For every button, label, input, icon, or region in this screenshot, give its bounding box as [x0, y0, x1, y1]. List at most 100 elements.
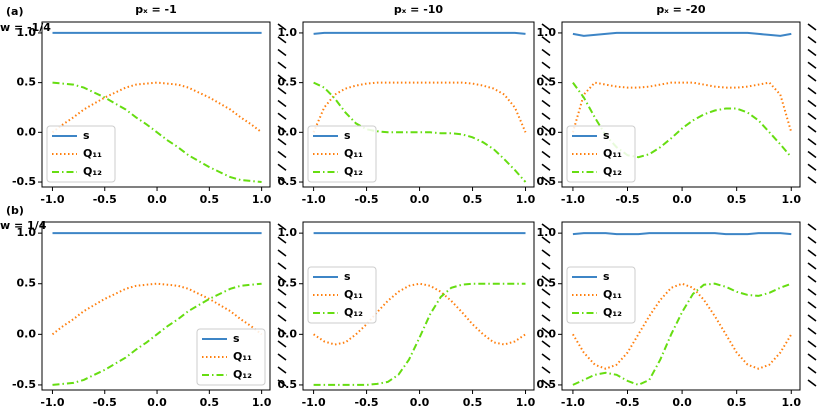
director-mark — [807, 163, 817, 171]
director-mark — [277, 36, 287, 44]
director-mark — [541, 150, 551, 159]
director-mark — [807, 48, 817, 57]
series-line — [313, 282, 526, 386]
x-tick-label: 1.0 — [782, 193, 802, 206]
y-tick-label: 1.0 — [278, 26, 298, 39]
director-mark — [807, 236, 817, 244]
x-tick-label: 0.0 — [410, 396, 430, 408]
x-tick-label: 1.0 — [252, 396, 272, 408]
y-tick-label: 0.0 — [537, 125, 557, 138]
axes-frame — [41, 221, 271, 391]
director-mark — [277, 23, 287, 31]
legend-label: Q₁₂ — [603, 165, 622, 178]
director-mark — [807, 301, 817, 309]
director-mark — [807, 249, 817, 257]
director-mark — [541, 74, 551, 82]
director-mark — [541, 301, 551, 309]
director-mark — [277, 223, 287, 231]
series-line — [572, 31, 792, 37]
legend-label: s — [344, 129, 351, 142]
director-mark — [277, 150, 287, 159]
legend-label: Q₁₁ — [233, 350, 252, 363]
legend-label: Q₁₁ — [344, 288, 363, 301]
director-mark — [541, 288, 551, 296]
director-mark — [541, 340, 551, 348]
director-mark — [807, 275, 817, 283]
legend-label: s — [603, 129, 610, 142]
director-mark — [277, 366, 287, 374]
legend-label: Q₁₁ — [603, 288, 622, 301]
director-mark — [541, 327, 551, 335]
x-tick-label: -0.5 — [355, 193, 379, 206]
legend-label: Q₁₂ — [344, 165, 363, 178]
director-mark — [277, 48, 287, 57]
y-tick-label: 0.0 — [17, 327, 37, 340]
director-mark — [541, 353, 551, 361]
series-line — [571, 81, 793, 133]
x-tick-label: -1.0 — [302, 193, 326, 206]
series-line — [313, 31, 526, 35]
director-mark — [541, 249, 551, 257]
series-line — [51, 81, 263, 134]
director-mark — [541, 275, 551, 283]
director-mark — [277, 236, 287, 244]
series-line — [572, 232, 792, 236]
y-tick-label: 0.5 — [537, 378, 557, 391]
x-tick-label: -0.5 — [615, 193, 639, 206]
director-mark — [277, 379, 287, 387]
x-tick-label: 0.5 — [727, 193, 747, 206]
x-tick-label: -0.5 — [615, 396, 639, 408]
legend-label: s — [233, 332, 240, 345]
legend-box — [307, 125, 377, 183]
director-mark — [277, 340, 287, 348]
axes-frame — [41, 21, 271, 188]
director-mark — [541, 112, 551, 120]
director-mark — [277, 314, 287, 322]
y-tick-label: 1.0 — [537, 26, 557, 39]
director-mark — [541, 138, 551, 146]
row-tag: (a) — [6, 5, 23, 18]
director-mark — [807, 125, 817, 133]
director-mark — [541, 23, 551, 31]
axes-frame — [302, 21, 535, 188]
series-line — [313, 81, 527, 183]
director-mark — [541, 163, 551, 171]
y-tick-label: 1.0 — [17, 226, 37, 239]
director-mark — [541, 61, 551, 69]
panel-title: pₓ = -20 — [656, 3, 706, 16]
director-mark — [541, 87, 551, 95]
director-mark — [807, 223, 817, 231]
panel-title: pₓ = -1 — [135, 3, 177, 16]
series-line — [52, 81, 262, 183]
legend-label: Q₁₂ — [344, 306, 363, 319]
x-tick-label: -1.0 — [40, 396, 64, 408]
row-label: w = -1/4 — [0, 21, 51, 34]
director-mark — [807, 87, 817, 95]
x-tick-label: 1.0 — [252, 193, 272, 206]
y-tick-label: 1.0 — [17, 26, 37, 39]
y-tick-label: 0.0 — [278, 327, 298, 340]
series-line — [52, 282, 262, 386]
director-mark — [277, 301, 287, 309]
x-tick-label: 0.5 — [200, 193, 220, 206]
x-tick-label: -1.0 — [561, 396, 585, 408]
director-mark — [541, 366, 551, 374]
x-tick-label: 0.0 — [147, 396, 167, 408]
director-mark — [541, 99, 551, 108]
director-mark — [807, 353, 817, 361]
director-mark — [277, 327, 287, 335]
director-mark — [807, 262, 817, 270]
director-mark — [541, 48, 551, 57]
director-mark — [277, 125, 287, 133]
y-tick-label: 0.5 — [17, 76, 37, 89]
x-tick-label: 0.5 — [463, 193, 483, 206]
director-mark — [807, 366, 817, 374]
axes-frame — [561, 21, 801, 188]
x-tick-label: -1.0 — [302, 396, 326, 408]
x-tick-label: -0.5 — [355, 396, 379, 408]
y-tick-label: 0.0 — [537, 327, 557, 340]
director-mark — [277, 288, 287, 296]
director-mark — [807, 74, 817, 82]
axes-frame — [302, 221, 535, 391]
director-mark — [807, 36, 817, 44]
